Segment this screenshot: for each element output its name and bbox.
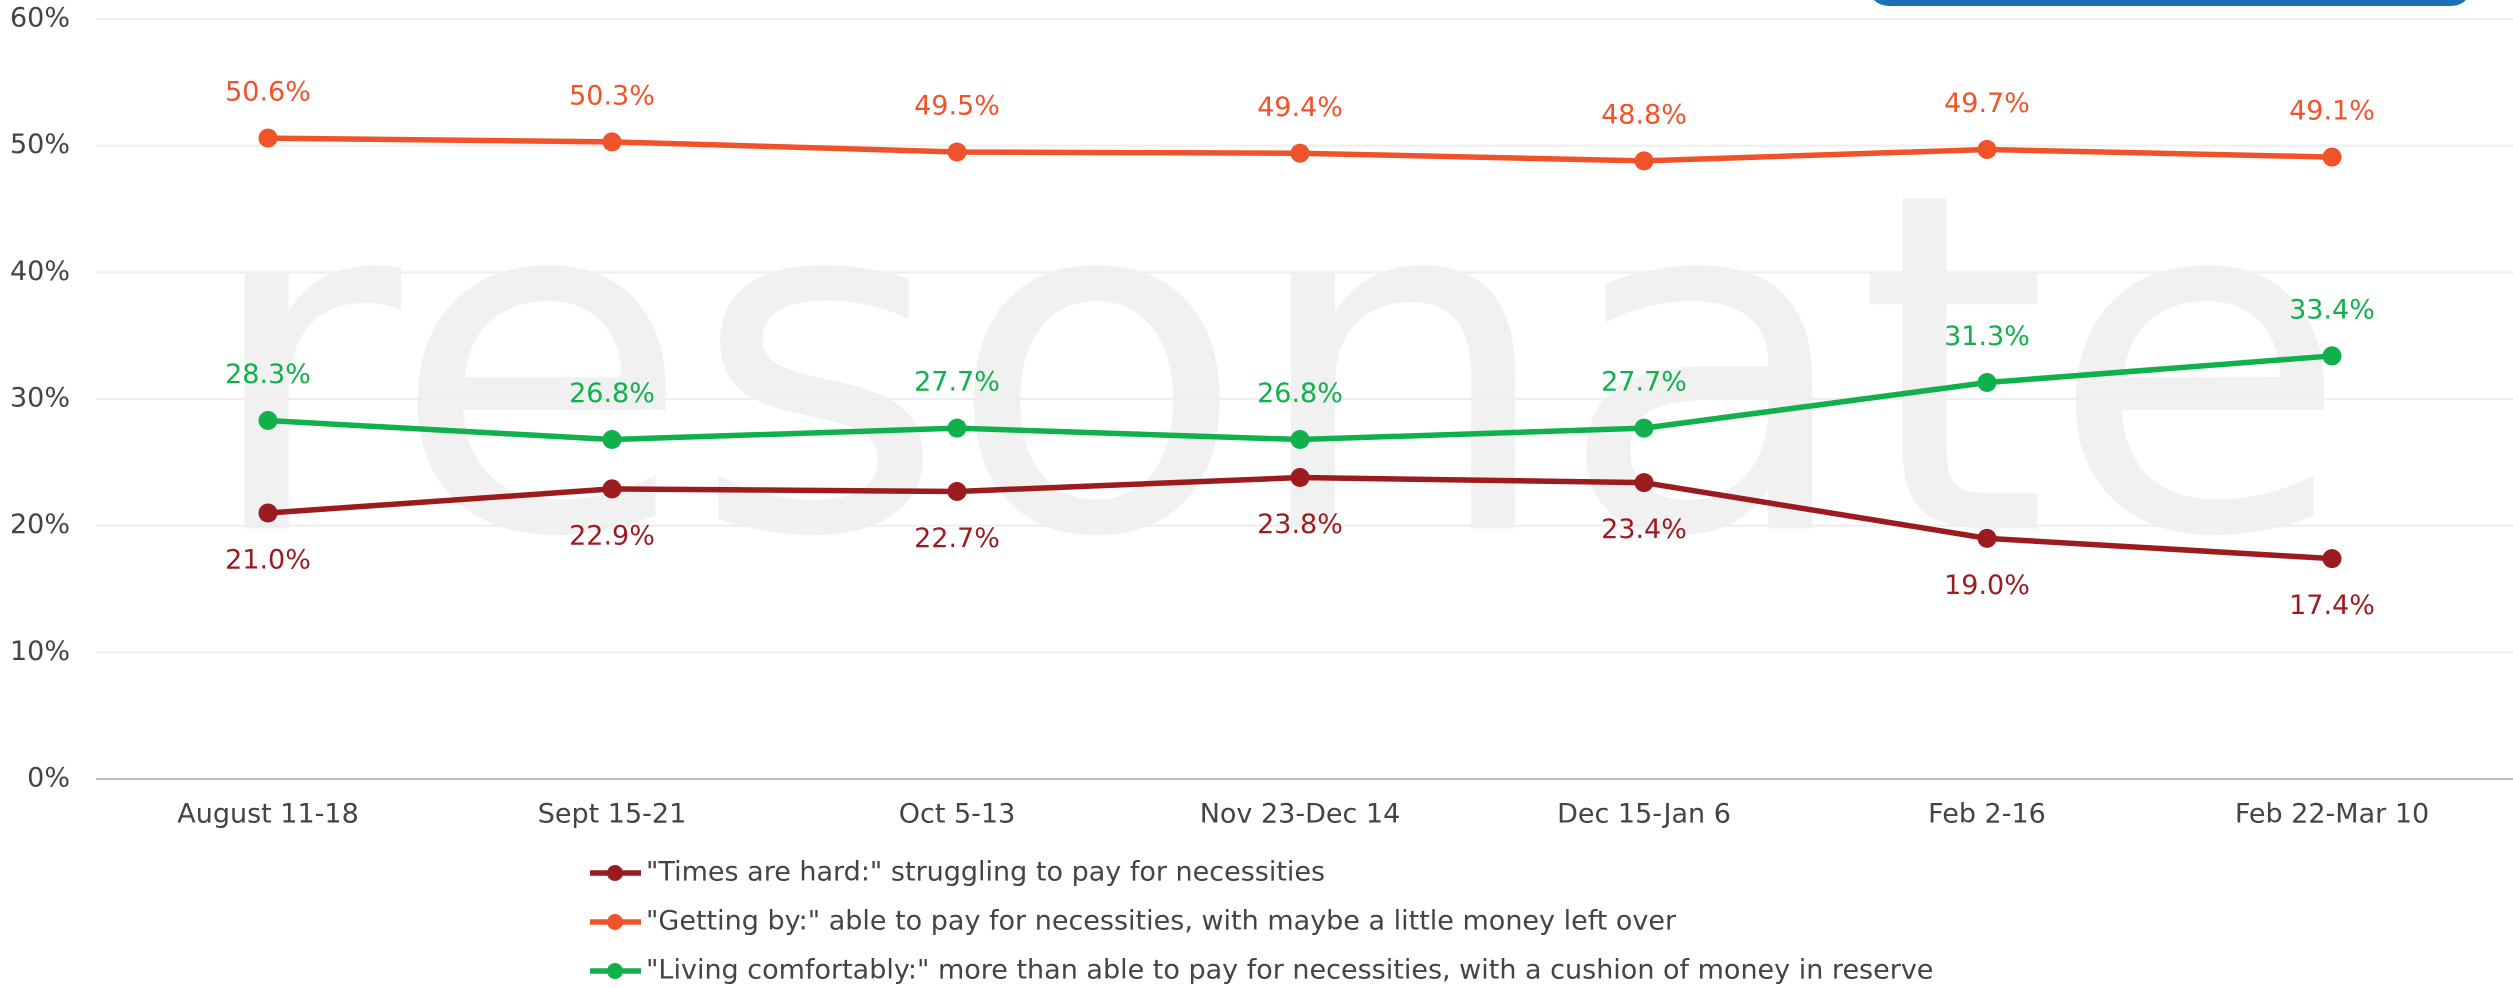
- x-tick-label: Nov 23-Dec 14: [1200, 799, 1401, 830]
- y-tick-label: 40%: [10, 256, 70, 287]
- x-tick-label: Dec 15-Jan 6: [1557, 799, 1731, 830]
- data-point: [258, 128, 278, 148]
- data-label: 49.7%: [1944, 88, 2030, 119]
- x-tick-label: August 11-18: [177, 799, 359, 830]
- legend-label: "Getting by:" able to pay for necessitie…: [646, 906, 1677, 937]
- data-label: 31.3%: [1944, 321, 2030, 352]
- legend-label: "Living comfortably:" more than able to …: [646, 955, 1933, 986]
- data-label: 27.7%: [914, 367, 1000, 398]
- data-label: 49.1%: [2289, 96, 2375, 127]
- top-button: [1873, 0, 2467, 6]
- data-label: 17.4%: [2289, 590, 2375, 621]
- legend-marker: [607, 865, 623, 881]
- y-tick-label: 10%: [10, 636, 70, 667]
- data-point: [1634, 418, 1654, 438]
- y-tick-label: 20%: [10, 509, 70, 540]
- x-tick-label: Oct 5-13: [899, 799, 1016, 830]
- data-point: [1977, 139, 1997, 159]
- legend-marker: [607, 963, 623, 979]
- data-point: [1977, 528, 1997, 548]
- data-label: 50.3%: [569, 80, 655, 111]
- y-tick-label: 60%: [10, 3, 70, 34]
- data-point: [602, 479, 622, 499]
- data-label: 33.4%: [2289, 294, 2375, 325]
- data-label: 49.4%: [1257, 92, 1343, 123]
- data-point: [258, 503, 278, 523]
- data-label: 50.6%: [225, 77, 311, 108]
- data-label: 28.3%: [225, 359, 311, 390]
- data-point: [602, 430, 622, 450]
- data-point: [1634, 473, 1654, 493]
- data-label: 22.9%: [569, 520, 655, 551]
- data-label: 27.7%: [1601, 367, 1687, 398]
- x-tick-label: Feb 22-Mar 10: [2235, 799, 2429, 830]
- data-point: [947, 142, 967, 162]
- data-point: [1634, 151, 1654, 171]
- y-tick-label: 50%: [10, 129, 70, 160]
- data-point: [1290, 468, 1310, 488]
- data-label: 21.0%: [225, 545, 311, 576]
- data-point: [2322, 346, 2342, 366]
- legend-marker: [607, 914, 623, 930]
- x-tick-label: Sept 15-21: [538, 799, 687, 830]
- legend-label: "Times are hard:" struggling to pay for …: [646, 857, 1325, 888]
- watermark: resonate: [200, 93, 2350, 640]
- data-point: [258, 411, 278, 431]
- data-label: 26.8%: [569, 378, 655, 409]
- data-point: [1977, 373, 1997, 393]
- data-label: 48.8%: [1601, 99, 1687, 130]
- data-point: [2322, 147, 2342, 167]
- data-point: [947, 418, 967, 438]
- y-tick-label: 30%: [10, 383, 70, 414]
- y-tick-label: 0%: [27, 763, 70, 794]
- data-point: [1290, 143, 1310, 163]
- data-label: 26.8%: [1257, 378, 1343, 409]
- data-label: 49.5%: [914, 91, 1000, 122]
- data-label: 19.0%: [1944, 570, 2030, 601]
- data-point: [1290, 430, 1310, 450]
- data-point: [2322, 549, 2342, 569]
- x-tick-label: Feb 2-16: [1928, 799, 2046, 830]
- data-label: 23.8%: [1257, 509, 1343, 540]
- data-point: [947, 481, 967, 501]
- data-label: 22.7%: [914, 523, 1000, 554]
- data-point: [602, 132, 622, 152]
- data-label: 23.4%: [1601, 514, 1687, 545]
